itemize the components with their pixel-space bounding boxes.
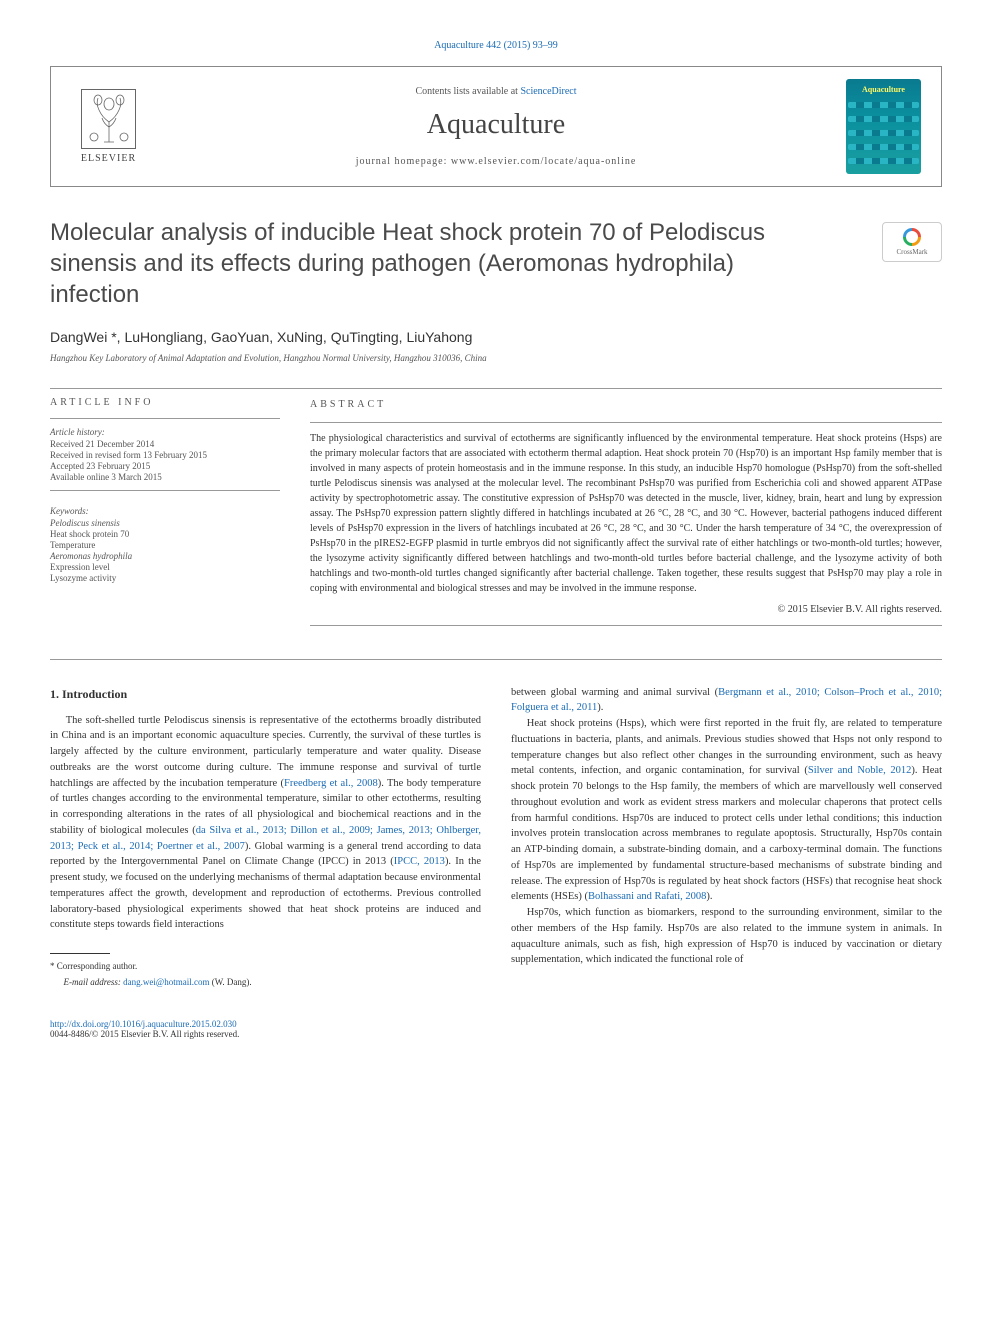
footnote-divider xyxy=(50,953,110,954)
text-span: ). xyxy=(597,702,603,713)
email-link[interactable]: dang.wei@hotmail.com xyxy=(123,977,209,987)
divider xyxy=(50,490,280,491)
keyword-item: Heat shock protein 70 xyxy=(50,529,280,539)
divider xyxy=(50,388,942,389)
divider xyxy=(310,625,942,626)
keyword-item: Expression level xyxy=(50,562,280,572)
crossmark-icon xyxy=(903,228,921,246)
citation-link[interactable]: Bolhassani and Rafati, 2008 xyxy=(588,891,706,902)
homepage-line: journal homepage: www.elsevier.com/locat… xyxy=(146,156,846,167)
history-accepted: Accepted 23 February 2015 xyxy=(50,461,280,471)
contents-prefix: Contents lists available at xyxy=(415,86,520,97)
elsevier-tree-icon xyxy=(81,89,136,149)
intro-paragraph-3: Hsp70s, which function as biomarkers, re… xyxy=(511,905,942,968)
copyright-line: © 2015 Elsevier B.V. All rights reserved… xyxy=(310,602,942,617)
keyword-item: Aeromonas hydrophila xyxy=(50,551,280,561)
homepage-prefix: journal homepage: xyxy=(356,156,451,167)
divider xyxy=(310,422,942,423)
author-names: DangWei *, LuHongliang, GaoYuan, XuNing,… xyxy=(50,329,472,345)
history-title: Article history: xyxy=(50,427,280,437)
issn-line: 0044-8486/© 2015 Elsevier B.V. All right… xyxy=(50,1029,239,1039)
affiliation: Hangzhou Key Laboratory of Animal Adapta… xyxy=(50,353,942,363)
history-online: Available online 3 March 2015 xyxy=(50,472,280,482)
sciencedirect-link[interactable]: ScienceDirect xyxy=(520,86,576,97)
intro-paragraph-2: Heat shock proteins (Hsps), which were f… xyxy=(511,716,942,905)
email-note: E-mail address: dang.wei@hotmail.com (W.… xyxy=(50,976,481,990)
elsevier-logo: ELSEVIER xyxy=(71,84,146,169)
keyword-item: Temperature xyxy=(50,540,280,550)
divider xyxy=(50,659,942,660)
citation-link[interactable]: Freedberg et al., 2008 xyxy=(284,778,378,789)
intro-paragraph-1-cont: between global warming and animal surviv… xyxy=(511,685,942,717)
email-label: E-mail address: xyxy=(64,977,124,987)
cover-waves-icon xyxy=(848,98,919,168)
journal-ref-link[interactable]: Aquaculture 442 (2015) 93–99 xyxy=(434,40,558,51)
article-info-header: article info xyxy=(50,397,280,408)
bottom-info: http://dx.doi.org/10.1016/j.aquaculture.… xyxy=(50,1019,942,1039)
journal-cover: Aquaculture xyxy=(846,79,921,174)
text-span: ). Heat shock protein 70 belongs to the … xyxy=(511,765,942,902)
corresponding-note: * Corresponding author. xyxy=(50,960,481,974)
citation-link[interactable]: Silver and Noble, 2012 xyxy=(808,765,912,776)
journal-reference: Aquaculture 442 (2015) 93–99 xyxy=(50,40,942,51)
abstract-header: abstract xyxy=(310,397,942,412)
intro-title: 1. Introduction xyxy=(50,685,481,703)
keyword-item: Lysozyme activity xyxy=(50,573,280,583)
text-span: ). xyxy=(706,891,712,902)
text-span: ). In the present study, we focused on t… xyxy=(50,856,481,930)
journal-title: Aquaculture xyxy=(146,109,846,141)
article-title: Molecular analysis of inducible Heat sho… xyxy=(50,217,830,311)
authors-line: DangWei *, LuHongliang, GaoYuan, XuNing,… xyxy=(50,329,942,345)
cover-title: Aquaculture xyxy=(862,85,905,94)
divider xyxy=(50,418,280,419)
history-revised: Received in revised form 13 February 201… xyxy=(50,450,280,460)
keywords-title: Keywords: xyxy=(50,506,280,516)
homepage-url[interactable]: www.elsevier.com/locate/aqua-online xyxy=(451,156,636,167)
crossmark-badge[interactable]: CrossMark xyxy=(882,222,942,262)
elsevier-label: ELSEVIER xyxy=(81,153,136,164)
journal-header: ELSEVIER Contents lists available at Sci… xyxy=(50,66,942,187)
history-received: Received 21 December 2014 xyxy=(50,439,280,449)
keyword-item: Pelodiscus sinensis xyxy=(50,518,280,528)
citation-link[interactable]: IPCC, 2013 xyxy=(394,856,445,867)
intro-paragraph-1: The soft-shelled turtle Pelodiscus sinen… xyxy=(50,713,481,934)
crossmark-label: CrossMark xyxy=(896,248,927,256)
email-suffix: (W. Dang). xyxy=(209,977,251,987)
text-span: between global warming and animal surviv… xyxy=(511,687,718,698)
contents-line: Contents lists available at ScienceDirec… xyxy=(146,86,846,97)
abstract-text: The physiological characteristics and su… xyxy=(310,431,942,596)
doi-link[interactable]: http://dx.doi.org/10.1016/j.aquaculture.… xyxy=(50,1019,237,1029)
